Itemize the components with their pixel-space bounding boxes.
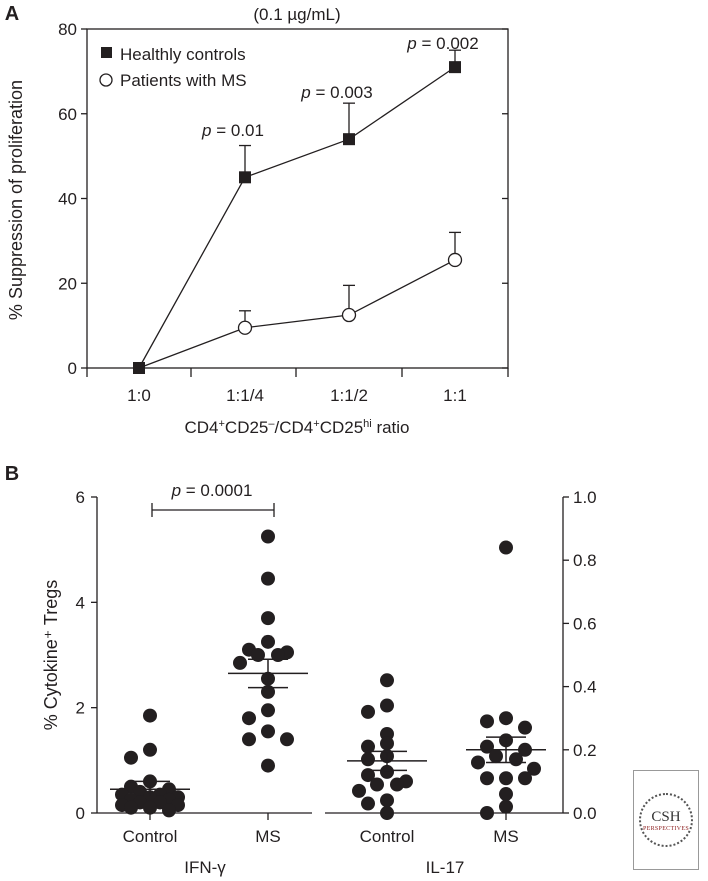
data-point-square <box>449 61 461 74</box>
data-point <box>233 655 247 670</box>
data-point <box>143 742 157 757</box>
series-line-1 <box>138 259 456 369</box>
data-point <box>380 793 394 808</box>
data-point <box>143 800 157 815</box>
data-point <box>261 571 275 586</box>
y-tick-label-b-right: 0.4 <box>573 678 597 697</box>
data-point <box>143 708 157 723</box>
p-value-annotation: p = 0.01 <box>201 121 264 140</box>
data-point-circle <box>447 252 463 268</box>
data-point <box>261 703 275 718</box>
y-tick-label-a: 80 <box>58 20 77 39</box>
data-point <box>261 724 275 739</box>
logo-text: CSH <box>651 808 681 825</box>
y-tick-label-a: 60 <box>58 105 77 124</box>
y-tick-label-b-left: 0 <box>76 804 85 823</box>
y-tick-label-b-left: 6 <box>76 488 85 507</box>
data-point <box>380 764 394 779</box>
y-tick-label-a: 20 <box>58 274 77 293</box>
data-point <box>499 787 513 802</box>
data-point <box>261 529 275 544</box>
y-axis-label-a: % Suppression of proliferation <box>6 80 26 320</box>
y-axis-label-b: % Cytokine⁺ Tregs <box>41 580 61 731</box>
data-point <box>280 732 294 747</box>
data-point <box>361 796 375 811</box>
data-point <box>480 806 494 820</box>
y-tick-label-b-left: 2 <box>76 699 85 718</box>
data-point <box>499 711 513 726</box>
data-point <box>261 611 275 626</box>
data-point <box>261 758 275 773</box>
y-tick-label-a: 40 <box>58 190 77 209</box>
legend-marker-circle <box>99 73 113 87</box>
data-point-square <box>239 171 251 184</box>
panel-label-b: B <box>5 463 19 485</box>
p-value-annotation: p = 0.003 <box>300 83 372 102</box>
x-tick-label-a: 1:0 <box>127 386 151 405</box>
legend-label: Healthly controls <box>120 45 246 64</box>
x-tick-label-b: Control <box>360 827 415 846</box>
x-tick-label-b: Control <box>123 827 178 846</box>
data-point-circle <box>341 307 357 323</box>
panel-label-a: A <box>5 3 19 25</box>
data-point <box>124 800 138 815</box>
data-point <box>361 752 375 767</box>
data-point <box>124 750 138 765</box>
data-point <box>527 761 541 776</box>
data-point <box>242 732 256 747</box>
data-point <box>380 806 394 820</box>
y-tick-label-b-right: 0.6 <box>573 614 597 633</box>
data-point <box>361 704 375 719</box>
data-point <box>352 783 366 798</box>
data-point <box>471 755 485 770</box>
x-tick-label-a: 1:1 <box>443 386 467 405</box>
data-point <box>489 749 503 764</box>
x-tick-label-a: 1:1/2 <box>330 386 368 405</box>
y-tick-label-b-right: 0.8 <box>573 551 597 570</box>
data-point <box>261 634 275 649</box>
data-point <box>518 771 532 786</box>
legend-label: Patients with MS <box>120 71 247 90</box>
y-tick-label-a: 0 <box>68 359 77 378</box>
data-point <box>390 777 404 792</box>
csh-perspectives-logo: CSH PERSPECTIVES <box>633 770 699 870</box>
data-point <box>242 711 256 726</box>
cytokine-label: IL-17 <box>426 858 465 877</box>
p-value-annotation-b: p = 0.0001 <box>171 481 253 500</box>
cytokine-label: IFN-γ <box>184 858 226 877</box>
x-axis-label-a: CD4+CD25–/CD4+CD25hi ratio <box>184 418 409 437</box>
x-tick-label-a: 1:1/4 <box>226 386 264 405</box>
y-tick-label-b-right: 1.0 <box>573 488 597 507</box>
data-point <box>380 698 394 713</box>
x-tick-label-b: MS <box>255 827 281 846</box>
series-line-0 <box>138 66 456 369</box>
p-value-annotation: p = 0.002 <box>406 34 478 53</box>
data-point <box>380 673 394 688</box>
logo-subtext: PERSPECTIVES <box>643 825 689 832</box>
data-point <box>480 771 494 786</box>
data-point <box>499 540 513 555</box>
data-point <box>518 720 532 735</box>
data-point-circle <box>237 320 253 335</box>
y-tick-label-b-right: 0.2 <box>573 741 597 760</box>
y-tick-label-b-left: 4 <box>76 593 85 612</box>
data-point <box>370 777 384 792</box>
data-point <box>162 803 176 818</box>
data-point <box>499 771 513 786</box>
data-point <box>380 736 394 751</box>
legend-marker-square <box>101 47 112 58</box>
x-tick-label-b: MS <box>493 827 519 846</box>
data-point <box>499 799 513 814</box>
data-point <box>361 739 375 754</box>
panel-a-title: (0.1 µg/mL) <box>253 5 340 24</box>
data-point <box>480 714 494 729</box>
data-point-square <box>343 133 355 146</box>
data-point <box>509 752 523 767</box>
data-point <box>361 768 375 783</box>
y-tick-label-b-right: 0.0 <box>573 804 597 823</box>
